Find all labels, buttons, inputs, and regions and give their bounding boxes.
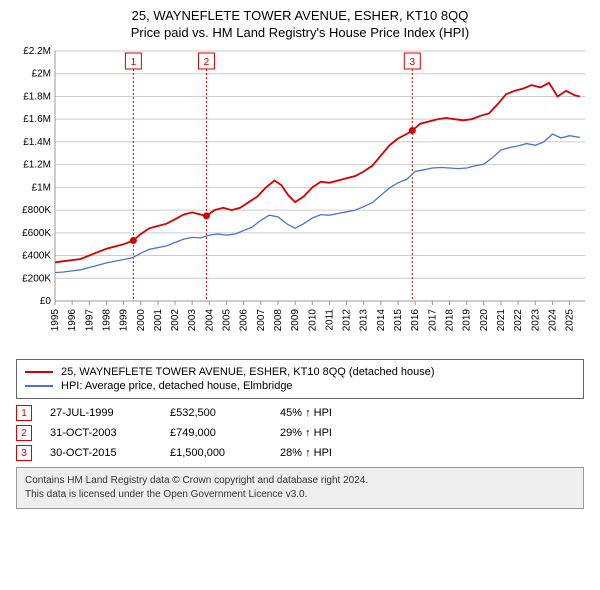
chart-area: £0 £200K £400K £600K £800K £1M £1.2M £1.4M £1.6M… — [10, 46, 590, 351]
table-row: 3 30-OCT-2015 £1,500,000 28% ↑ HPI — [16, 445, 584, 461]
svg-text:£200K: £200K — [22, 273, 51, 284]
svg-text:£400K: £400K — [22, 251, 51, 262]
svg-text:£1.4M: £1.4M — [23, 137, 51, 148]
svg-text:2024: 2024 — [547, 309, 558, 332]
svg-text:2020: 2020 — [479, 309, 490, 332]
sale-pct: 29% ↑ HPI — [280, 427, 400, 439]
svg-text:2009: 2009 — [290, 309, 301, 332]
sale-pct: 45% ↑ HPI — [280, 407, 400, 419]
svg-text:2013: 2013 — [359, 309, 370, 332]
svg-text:1995: 1995 — [50, 309, 61, 332]
svg-text:1998: 1998 — [101, 309, 112, 332]
sale-price: £532,500 — [170, 407, 280, 419]
svg-text:2015: 2015 — [393, 309, 404, 332]
svg-text:2012: 2012 — [342, 309, 353, 332]
svg-text:£1M: £1M — [32, 182, 51, 193]
sale-badge: 1 — [16, 405, 32, 421]
svg-text:2004: 2004 — [204, 309, 215, 332]
svg-text:2025: 2025 — [565, 309, 576, 332]
svg-text:1: 1 — [131, 57, 137, 68]
svg-text:2016: 2016 — [410, 309, 421, 332]
svg-text:2: 2 — [204, 57, 210, 68]
svg-text:2000: 2000 — [136, 309, 147, 332]
svg-text:3: 3 — [409, 57, 415, 68]
svg-text:2008: 2008 — [273, 309, 284, 332]
svg-text:2021: 2021 — [496, 309, 507, 332]
svg-text:1999: 1999 — [119, 309, 130, 332]
sale-price: £1,500,000 — [170, 447, 280, 459]
svg-text:£800K: £800K — [22, 205, 51, 216]
svg-text:2014: 2014 — [376, 309, 387, 332]
table-row: 2 31-OCT-2003 £749,000 29% ↑ HPI — [16, 425, 584, 441]
sale-badge: 3 — [16, 445, 32, 461]
chart-legend: 25, WAYNEFLETE TOWER AVENUE, ESHER, KT10… — [16, 359, 584, 399]
svg-text:£1.8M: £1.8M — [23, 91, 51, 102]
table-row: 1 27-JUL-1999 £532,500 45% ↑ HPI — [16, 405, 584, 421]
sale-date: 30-OCT-2015 — [50, 447, 170, 459]
sale-badge: 2 — [16, 425, 32, 441]
svg-text:2005: 2005 — [222, 309, 233, 332]
svg-text:2018: 2018 — [444, 309, 455, 332]
chart-title-2: Price paid vs. HM Land Registry's House … — [10, 25, 590, 40]
line-chart-svg: £0 £200K £400K £600K £800K £1M £1.2M £1.4M £1.6M… — [10, 46, 590, 351]
svg-text:2017: 2017 — [427, 309, 438, 332]
svg-text:£1.6M: £1.6M — [23, 114, 51, 125]
svg-text:£0: £0 — [40, 296, 52, 307]
svg-text:2002: 2002 — [170, 309, 181, 332]
footer-line: This data is licensed under the Open Gov… — [25, 488, 575, 502]
svg-text:2001: 2001 — [153, 309, 164, 332]
svg-text:£2.2M: £2.2M — [23, 46, 51, 57]
sale-price: £749,000 — [170, 427, 280, 439]
legend-label: 25, WAYNEFLETE TOWER AVENUE, ESHER, KT10… — [61, 366, 435, 378]
legend-swatch — [25, 371, 53, 373]
svg-text:2007: 2007 — [256, 309, 267, 332]
sales-table: 1 27-JUL-1999 £532,500 45% ↑ HPI 2 31-OC… — [16, 405, 584, 461]
svg-text:2022: 2022 — [513, 309, 524, 332]
sale-date: 31-OCT-2003 — [50, 427, 170, 439]
footer-line: Contains HM Land Registry data © Crown c… — [25, 474, 575, 488]
sale-pct: 28% ↑ HPI — [280, 447, 400, 459]
svg-text:£600K: £600K — [22, 228, 51, 239]
svg-text:2006: 2006 — [239, 309, 250, 332]
svg-text:£1.2M: £1.2M — [23, 160, 51, 171]
legend-item: HPI: Average price, detached house, Elmb… — [25, 380, 575, 392]
svg-text:2019: 2019 — [462, 309, 473, 332]
svg-text:2023: 2023 — [530, 309, 541, 332]
svg-text:2011: 2011 — [324, 309, 335, 331]
svg-text:2010: 2010 — [307, 309, 318, 332]
svg-text:1997: 1997 — [84, 309, 95, 332]
sale-date: 27-JUL-1999 — [50, 407, 170, 419]
legend-swatch — [25, 385, 53, 387]
chart-title-1: 25, WAYNEFLETE TOWER AVENUE, ESHER, KT10… — [10, 8, 590, 23]
legend-label: HPI: Average price, detached house, Elmb… — [61, 380, 293, 392]
svg-text:£2M: £2M — [32, 69, 51, 80]
svg-text:1996: 1996 — [67, 309, 78, 332]
svg-text:2003: 2003 — [187, 309, 198, 332]
footer-attribution: Contains HM Land Registry data © Crown c… — [16, 467, 584, 509]
legend-item: 25, WAYNEFLETE TOWER AVENUE, ESHER, KT10… — [25, 366, 575, 378]
